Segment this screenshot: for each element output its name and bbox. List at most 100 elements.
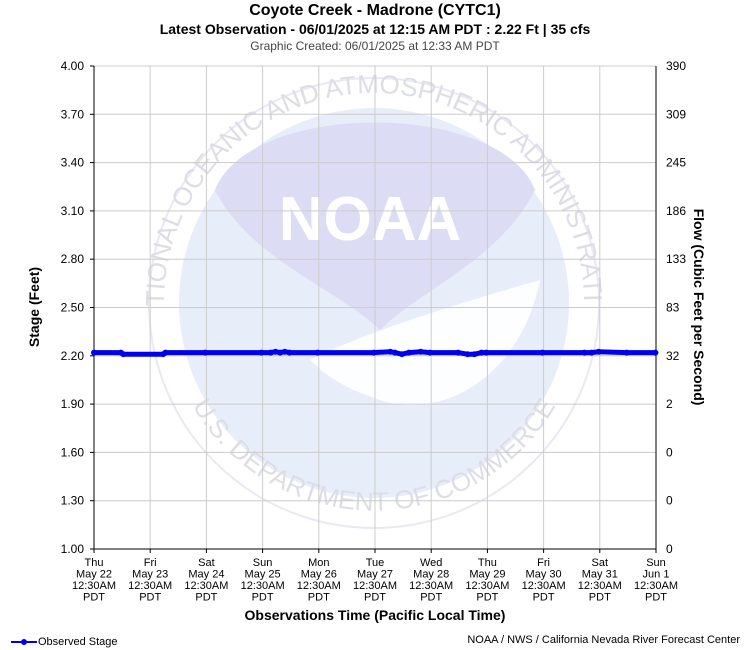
x-tick-label: May 25 [245,569,281,581]
series-point [281,348,288,355]
x-tick-label: 12:30AM [353,580,397,592]
series-point [370,349,377,356]
x-tick-label: Sun [646,557,666,569]
series-point [483,349,490,356]
y-tick-label: 4.00 [61,59,85,73]
y2-tick-label: 390 [666,59,686,73]
series-point [202,349,209,356]
x-tick-label: Tue [366,557,385,569]
y2-tick-label: 83 [666,301,680,315]
x-tick-label: PDT [476,592,498,604]
series-point [464,351,471,358]
x-tick-label: PDT [195,592,217,604]
x-tick-label: PDT [252,592,274,604]
watermark-logo-text: NOAA [279,185,462,254]
series-point [267,349,274,356]
x-axis-label: Observations Time (Pacific Local Time) [245,607,506,623]
y2-tick-label: 32 [666,349,680,363]
series-point [581,349,588,356]
series-point [391,349,398,356]
x-tick-label: 12:30AM [409,580,453,592]
noaa-watermark: NOAA NATIONAL OCEANIC AND ATMOSPHERIC AD… [0,0,608,529]
x-tick-label: Fri [144,557,157,569]
series-point [286,349,293,356]
y2-tick-label: 245 [666,156,686,170]
series-point [258,349,265,356]
y-tick-label: 2.80 [61,252,85,266]
watermark-wave [310,280,540,405]
y-tick-label: 2.50 [61,301,85,315]
series-point [595,348,602,355]
x-tick-label: Wed [420,557,442,569]
latest-observation: Latest Observation - 06/01/2025 at 12:15… [159,21,591,37]
x-tick-label: 12:30AM [184,580,228,592]
x-tick-label: 12:30AM [522,580,566,592]
credit-text: NOAA / NWS / California Nevada River For… [467,634,740,646]
x-tick-label: Sat [592,557,609,569]
x-tick-label: May 27 [357,569,393,581]
x-tick-label: PDT [533,592,555,604]
y-tick-label: 3.10 [61,204,85,218]
series-point [455,349,462,356]
y-tick-label: 1.30 [61,494,85,508]
y-tick-label: 1.00 [61,542,85,556]
series-point [120,351,127,358]
x-tick-label: 12:30AM [634,580,678,592]
y2-tick-label: 133 [666,252,686,266]
x-tick-label: 12:30AM [578,580,622,592]
x-tick-label: PDT [589,592,611,604]
y-tick-label: 1.90 [61,397,85,411]
x-tick-label: 12:30AM [465,580,509,592]
series-point [314,349,321,356]
x-tick-label: PDT [420,592,442,604]
x-tick-label: 12:30AM [297,580,341,592]
x-tick-label: Sat [198,557,215,569]
x-tick-label: PDT [308,592,330,604]
x-tick-label: May 29 [469,569,505,581]
x-tick-label: Sun [253,557,273,569]
series-point [478,349,485,356]
x-tick-label: 12:30AM [72,580,116,592]
y-tick-label: 1.60 [61,445,85,459]
y-tick-label: 3.40 [61,156,85,170]
series-point [471,351,478,358]
x-tick-label: Jun 1 [643,569,670,581]
x-tick-label: PDT [83,592,105,604]
x-tick-label: May 26 [301,569,337,581]
x-tick-label: PDT [139,592,161,604]
series-point [588,349,595,356]
x-tick-label: Fri [537,557,550,569]
series-point [623,349,630,356]
series-point [398,351,405,358]
y2-tick-label: 0 [666,494,673,508]
series-point [405,349,412,356]
x-tick-label: 12:30AM [128,580,172,592]
series-point [387,348,394,355]
series-layer [91,348,659,358]
series-point [427,349,434,356]
x-tick-label: Thu [85,557,104,569]
series-point [272,348,279,355]
y-tick-label: 2.20 [61,349,85,363]
y2-axis-label: Flow (Cubic Feet per Second) [691,209,707,406]
y-tick-label: 3.70 [61,107,85,121]
y2-tick-label: 0 [666,542,673,556]
legend-line-marker [11,639,37,645]
x-tick-label: Thu [478,557,497,569]
graphic-created: Graphic Created: 06/01/2025 at 12:33 AM … [250,39,500,53]
y2-tick-label: 186 [666,204,686,218]
series-point [652,349,659,356]
x-tick-label: May 28 [413,569,449,581]
x-tick-label: May 22 [76,569,112,581]
x-tick-label: PDT [364,592,386,604]
x-tick-label: May 31 [582,569,618,581]
x-tick-label: May 24 [188,569,224,581]
series-point [417,348,424,355]
x-tick-label: Mon [308,557,329,569]
axes: 4.00 390 3.70 309 3.40 245 3.10 186 2.80 133 2.50 8… [61,59,687,604]
x-tick-label: 12:30AM [241,580,285,592]
series-point [539,349,546,356]
legend: Observed Stage [10,636,118,648]
y2-tick-label: 2 [666,397,673,411]
